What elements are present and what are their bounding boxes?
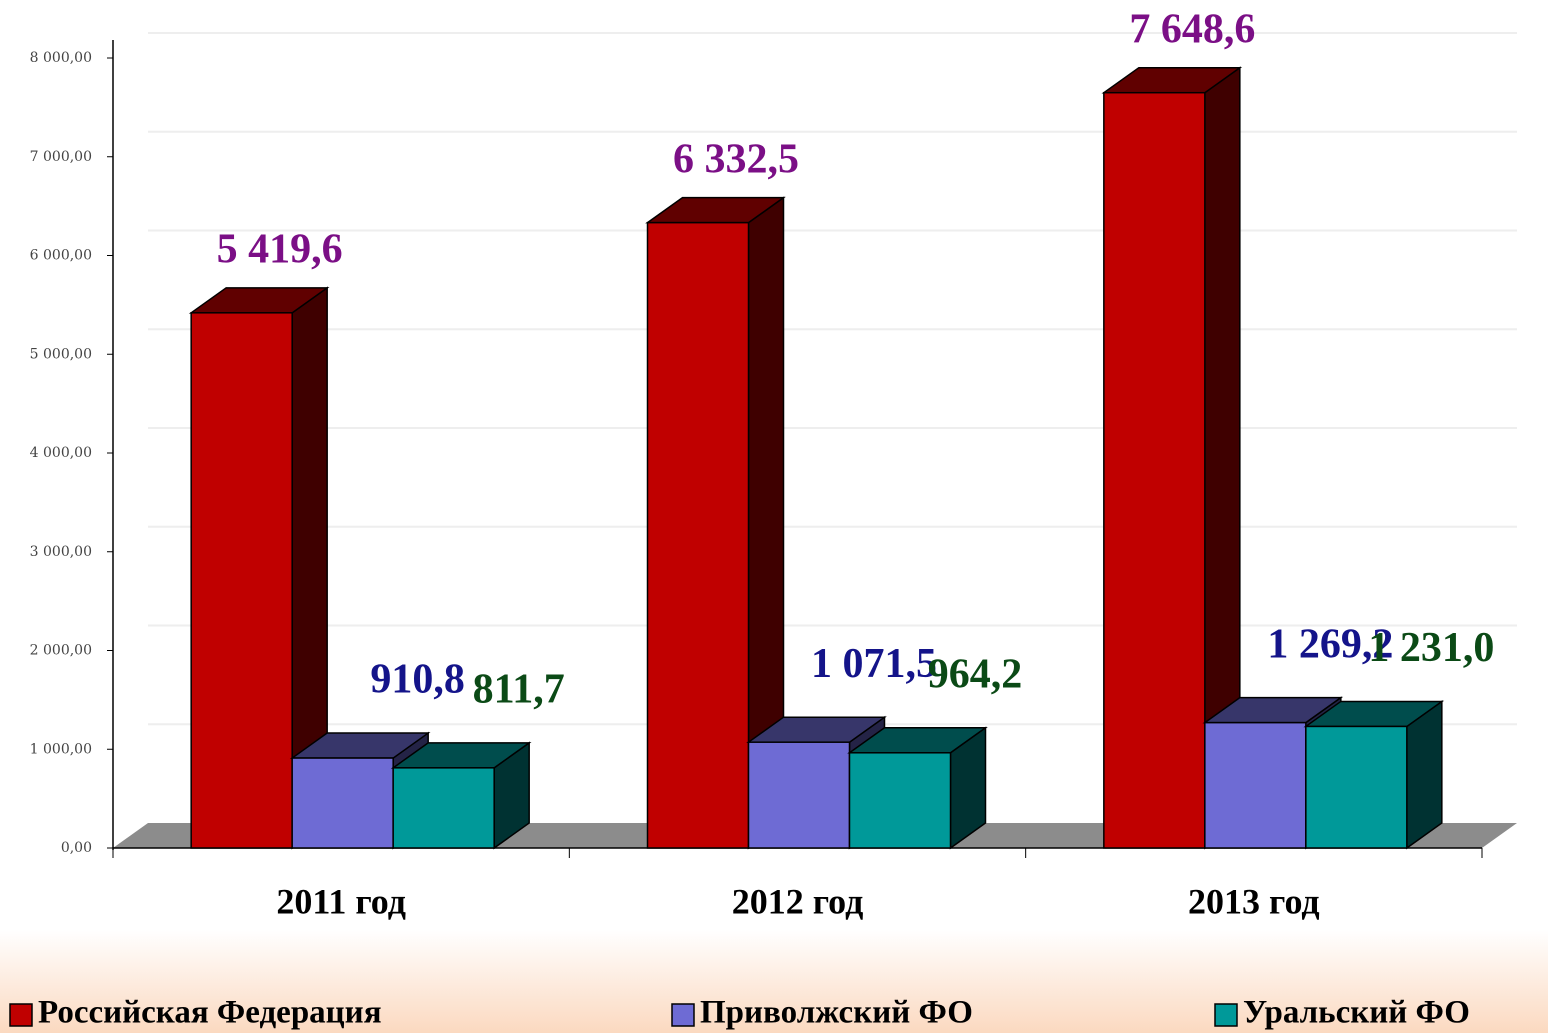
y-tick-label: 3 000,00 [30,544,92,560]
bar [390,741,532,850]
value-label: 1 231,0 [1368,625,1494,671]
bar [847,726,988,850]
bar [645,196,786,850]
legend-swatch [1214,1003,1238,1027]
bar-front [291,757,394,849]
legend-swatch [671,1003,695,1027]
bar-front [392,767,495,849]
legend-label: Приволжский ФО [700,995,973,1031]
bar-front [1305,725,1408,849]
bar [1101,66,1243,850]
y-tick-label: 5 000,00 [30,346,92,362]
y-tick-label: 8 000,00 [30,50,92,66]
x-tick-label: 2013 год [1188,881,1320,921]
bar [188,286,330,850]
y-tick-label: 1 000,00 [30,741,92,757]
legend-label: Российская Федерация [38,995,382,1031]
bar-front [848,752,952,849]
bar-front [1204,721,1307,849]
y-tick-label: 4 000,00 [30,445,92,461]
bar-front [646,221,750,849]
value-label: 7 648,6 [1129,6,1255,52]
bar-front [190,312,293,849]
y-tick-label: 6 000,00 [30,248,92,264]
x-tick-label: 2011 год [276,881,406,921]
value-label: 910,8 [370,657,465,703]
legend-background [0,930,1548,1033]
legend-label: Уральский ФО [1243,995,1470,1031]
legend-swatch [9,1003,33,1027]
y-tick-label: 7 000,00 [30,149,92,165]
y-tick-label: 2 000,00 [30,643,92,659]
bar [1303,699,1445,850]
x-tick-label: 2012 год [732,881,864,921]
value-label: 6 332,5 [673,136,799,182]
value-label: 964,2 [928,651,1023,697]
value-label: 1 071,5 [811,641,937,687]
bar-front [747,741,851,849]
value-label: 811,7 [473,666,565,712]
value-label: 1 269,2 [1267,621,1393,667]
value-label: 5 419,6 [217,226,343,272]
y-tick-label: 0,00 [61,840,92,856]
bar-front [1103,91,1206,849]
